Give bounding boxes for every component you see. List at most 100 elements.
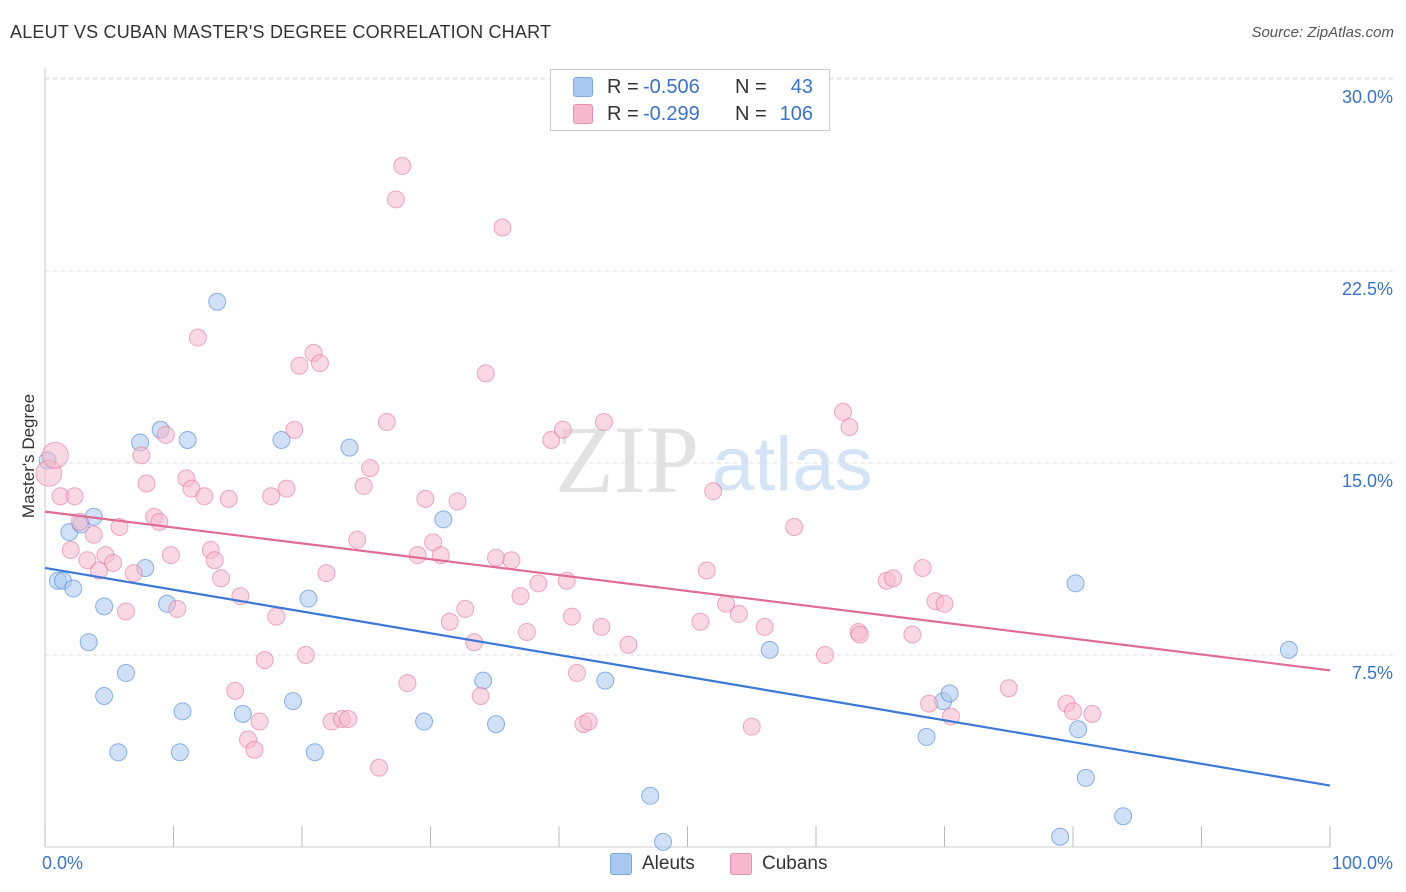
cuban-point [377, 413, 396, 432]
chart-title: ALEUT VS CUBAN MASTER'S DEGREE CORRELATI… [10, 22, 552, 42]
legend-row-cubans: R = -0.299 N = 106 [573, 102, 813, 126]
cuban-point [742, 717, 761, 736]
aleut-point [95, 597, 114, 616]
cuban-point [691, 612, 710, 631]
legend-n-label: N = [735, 102, 767, 125]
cuban-point [110, 518, 129, 536]
cuban-point [398, 674, 417, 693]
data-points [35, 157, 1298, 851]
aleut-point [340, 438, 359, 457]
cuban-point [245, 740, 264, 759]
cuban-point [255, 651, 274, 670]
cuban-point [267, 607, 286, 626]
aleut-trend-line [44, 566, 1331, 787]
bottom-legend-label-aleuts: Aleuts [642, 853, 695, 874]
aleut-point [109, 743, 128, 762]
cuban-point [250, 712, 269, 731]
legend-r-label: R = [607, 75, 639, 98]
cuban-point [78, 551, 97, 570]
cuban-point [594, 413, 613, 432]
cuban-point [471, 686, 490, 705]
legend-n-value: 43 [790, 75, 813, 98]
aleut-point [474, 671, 493, 690]
cuban-point [553, 420, 572, 439]
cuban-point [150, 512, 169, 531]
cuban-point [61, 541, 80, 560]
cuban-point [70, 512, 89, 531]
legend-n-label: N = [735, 75, 767, 98]
bottom-legend-label-cubans: Cubans [762, 853, 828, 874]
aleut-point [178, 430, 197, 449]
aleut-point [434, 510, 453, 529]
legend-r-label: R = [607, 102, 639, 125]
legend-n-value: 106 [779, 102, 813, 125]
aleut-point [116, 663, 135, 682]
cuban-point [116, 602, 135, 621]
aleut-point [1114, 807, 1133, 826]
cuban-point [440, 612, 459, 631]
x-tick-label: 100.0% [1332, 853, 1393, 873]
correlation-legend: R = -0.506 N = 43 R = -0.299 N = 106 [550, 69, 830, 131]
bottom-legend-cubans: Cubans [730, 852, 828, 876]
chart-source: Source: ZipAtlas.com [1251, 24, 1394, 41]
cuban-point [104, 553, 123, 572]
aleut-point [79, 633, 98, 652]
cuban-point [785, 518, 804, 536]
y-tick-label: 22.5% [1342, 279, 1393, 299]
cuban-point [277, 479, 296, 498]
legend-row-aleuts: R = -0.506 N = 43 [573, 75, 813, 99]
cuban-point [999, 679, 1018, 698]
cuban-point [542, 430, 561, 449]
tick-labels: 7.5% 15.0% 22.5% 30.0% 0.0% 100.0% [42, 87, 1393, 873]
cuban-point [212, 569, 231, 588]
aleut-point [233, 704, 252, 723]
cuban-point [195, 487, 214, 506]
cuban-point [205, 551, 224, 570]
bottom-legend-swatch-cubans [730, 853, 752, 875]
cuban-point [493, 218, 512, 237]
y-axis-title: Master's Degree [19, 393, 38, 519]
cuban-point [517, 622, 536, 641]
aleut-point [641, 786, 660, 805]
aleut-point [1051, 827, 1070, 846]
cuban-point [567, 663, 586, 682]
aleut-point [917, 727, 936, 746]
cuban-point [729, 605, 748, 624]
cuban-point [487, 548, 506, 567]
aleut-point [487, 715, 506, 734]
cuban-point [619, 635, 638, 654]
cuban-point [476, 364, 495, 383]
cuban-point [84, 525, 103, 544]
aleut-point [654, 832, 673, 851]
cuban-point [416, 489, 435, 508]
cuban-point [562, 607, 581, 626]
cuban-point [124, 564, 143, 583]
cuban-point [317, 564, 336, 583]
cuban-point [393, 157, 412, 176]
cuban-point [833, 402, 852, 421]
cuban-point [348, 530, 367, 549]
cuban-point [161, 546, 180, 565]
cuban-point [592, 617, 611, 636]
cuban-point [913, 558, 932, 577]
legend-swatch-aleuts [573, 77, 593, 97]
cuban-point [226, 681, 245, 700]
cuban-point [920, 694, 939, 713]
cuban-point [502, 551, 521, 570]
aleut-point [284, 692, 303, 711]
aleut-point [208, 292, 227, 311]
y-tick-label: 7.5% [1352, 663, 1393, 683]
cuban-point [296, 646, 315, 664]
bottom-legend-aleuts: Aleuts [610, 852, 695, 876]
aleut-point [299, 589, 318, 608]
aleut-point [173, 702, 192, 721]
y-tick-label: 30.0% [1342, 87, 1393, 107]
aleut-point [940, 684, 959, 703]
bottom-legend-swatch-aleuts [610, 853, 632, 875]
cuban-point [132, 446, 151, 465]
aleut-point [1066, 574, 1085, 593]
cuban-point [137, 474, 156, 493]
grid-lines [45, 77, 1395, 656]
aleut-point [596, 671, 615, 690]
aleut-point [1069, 720, 1088, 739]
